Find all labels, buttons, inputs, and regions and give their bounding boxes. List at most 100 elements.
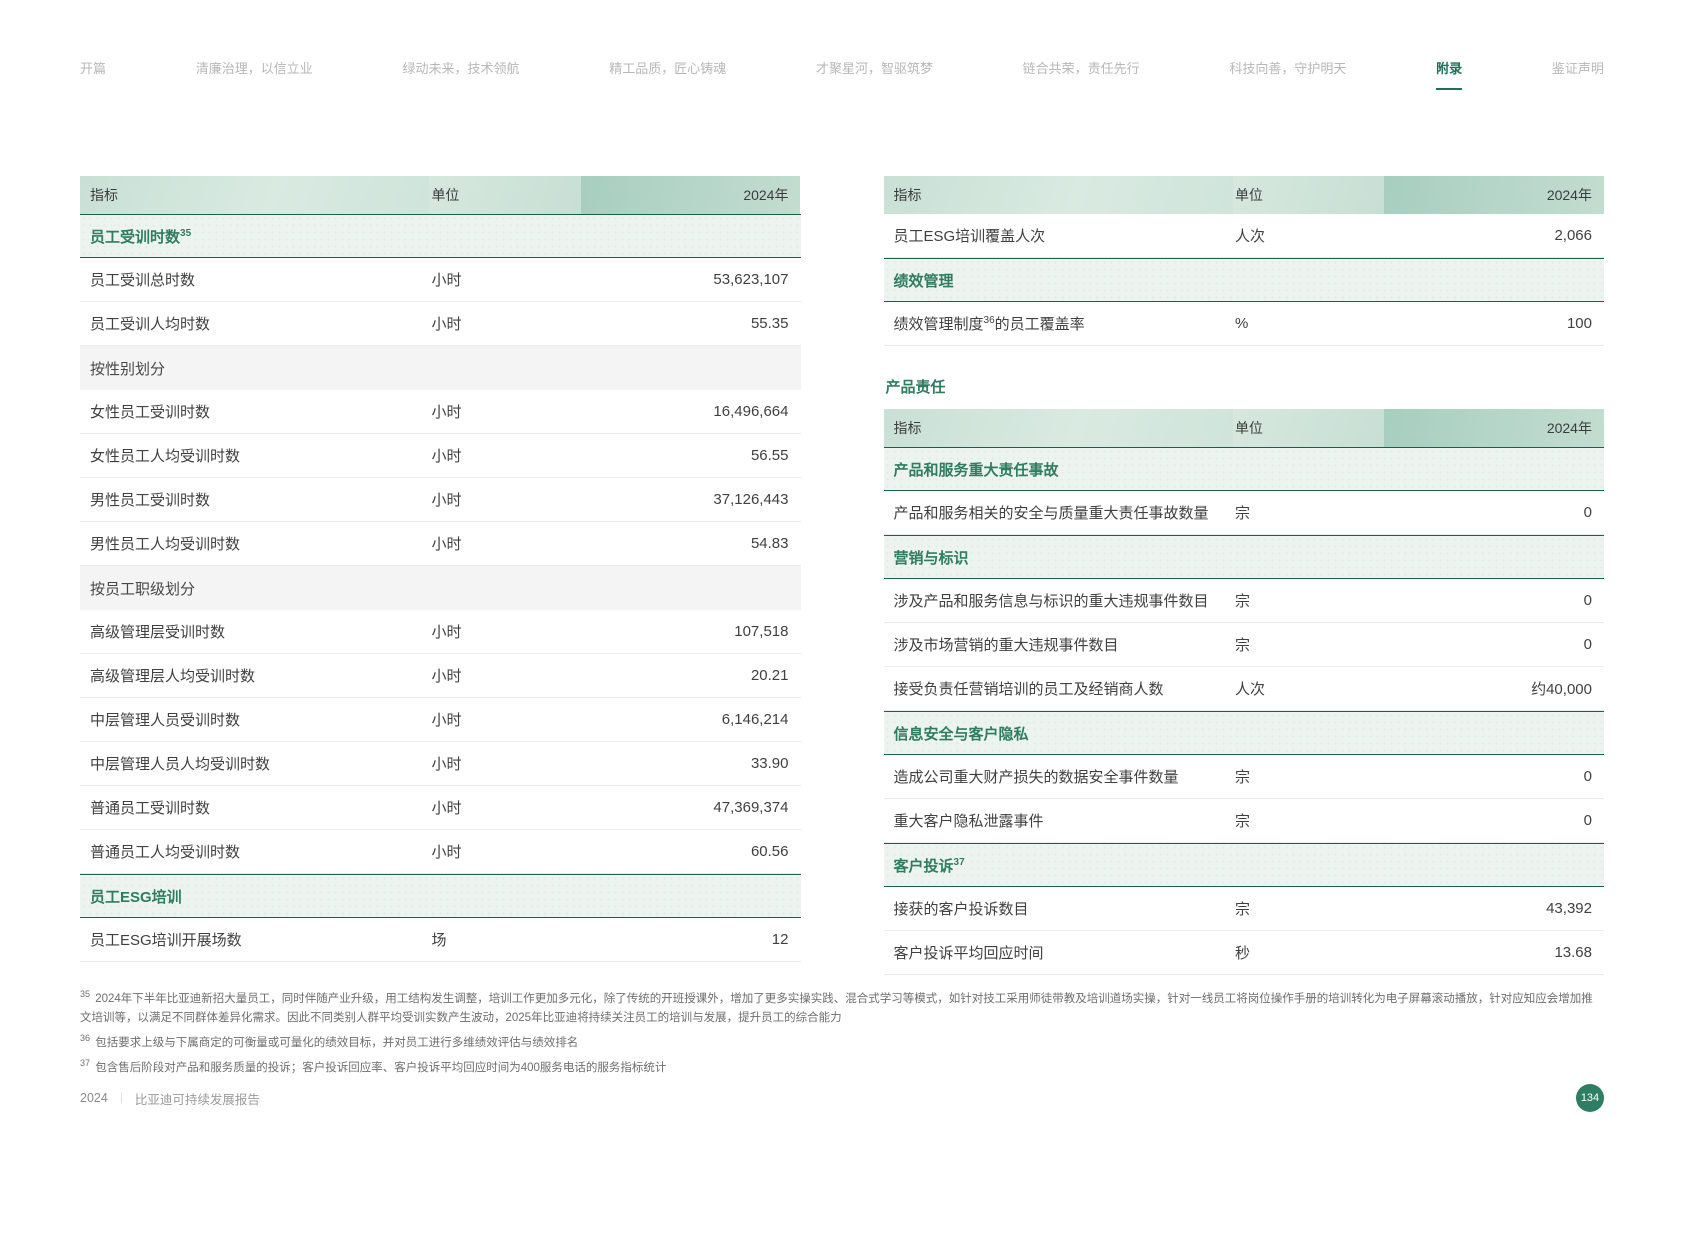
row-label-text: 造成公司重大财产损失的数据安全事件数量 <box>893 769 1179 786</box>
row-label: 员工受训人均时数 <box>80 313 429 334</box>
table-row: 员工受训总时数 小时 53,623,107 <box>80 258 801 302</box>
row-value: 2,066 <box>1554 227 1592 244</box>
nav-tab[interactable]: 科技向善，守护明天 <box>1229 61 1347 76</box>
row-label: 男性员工受训时数 <box>80 489 429 510</box>
content-columns: 指标 单位 2024年 员工受训时数35 员工受训总时数 小时 53,623,107 员工受训… <box>80 176 1604 975</box>
row-value: 20.21 <box>750 667 789 684</box>
row-label-text: 按性别划分 <box>90 360 166 378</box>
table-row: 客户投诉平均回应时间 秒 13.68 <box>883 931 1604 975</box>
footer-report-title: 2024 ｜ 比亚迪可持续发展报告 <box>80 1089 260 1108</box>
row-unit: 人次 <box>1234 681 1265 698</box>
table-row: 员工ESG培训覆盖人次 人次 2,066 <box>883 214 1604 258</box>
year-header-cell: 2024年 <box>1384 176 1604 214</box>
row-value: 0 <box>1583 636 1592 653</box>
page-number-badge: 134 <box>1576 1084 1604 1112</box>
table-header-row: 指标 单位 2024年 <box>883 176 1605 214</box>
row-label-text: 员工ESG培训 <box>90 888 182 906</box>
row-unit: 小时 <box>431 712 462 729</box>
nav-tab-active[interactable]: 附录 <box>1436 58 1463 90</box>
section-row: 产品和服务重大责任事故 <box>883 447 1604 491</box>
row-unit: 宗 <box>1234 505 1250 522</box>
table-row: 中层管理人员人均受训时数 小时 33.90 <box>80 742 801 786</box>
nav-tab[interactable]: 开篇 <box>80 61 107 76</box>
indicator-header-cell: 指标 <box>883 176 1233 214</box>
row-label-text: 客户投诉平均回应时间 <box>893 945 1044 962</box>
row-label-text: 员工ESG培训开展场数 <box>90 932 242 949</box>
table-row: 女性员工受训时数 小时 16,496,664 <box>80 390 801 434</box>
row-label: 接受负责任营销培训的员工及经销商人数 <box>884 678 1233 699</box>
row-value: 6,146,214 <box>721 711 789 728</box>
table-row: 员工ESG培训开展场数 场 12 <box>80 918 801 962</box>
nav-tab[interactable]: 才聚星河，智驱筑梦 <box>815 61 933 76</box>
row-label: 高级管理层受训时数 <box>80 621 429 642</box>
footnote-ref: 37 <box>953 856 965 868</box>
nav-tab[interactable]: 精工品质，匠心铸魂 <box>609 61 727 76</box>
row-value: 0 <box>1583 504 1592 521</box>
row-label-text: 员工受训总时数 <box>90 272 196 289</box>
section-label: 信息安全与客户隐私 <box>884 723 1029 744</box>
table-row: 男性员工受训时数 小时 37,126,443 <box>80 478 801 522</box>
section-label: 产品和服务重大责任事故 <box>884 459 1059 480</box>
row-label: 高级管理层人均受训时数 <box>80 665 429 686</box>
nav-tab[interactable]: 鉴证声明 <box>1551 61 1604 76</box>
nav-tab[interactable]: 链合共荣，责任先行 <box>1022 61 1140 76</box>
row-label-text: 员工ESG培训覆盖人次 <box>893 228 1046 245</box>
footnote-marker: 35 <box>80 989 91 999</box>
row-value: 0 <box>1583 592 1592 609</box>
nav-tab[interactable]: 清廉治理，以信立业 <box>195 61 313 76</box>
row-unit: 宗 <box>1234 637 1250 654</box>
row-label: 涉及市场营销的重大违规事件数目 <box>884 634 1233 655</box>
row-unit: 小时 <box>431 668 462 685</box>
page-footer: 2024 ｜ 比亚迪可持续发展报告 134 <box>80 1084 1604 1112</box>
row-value: 54.83 <box>750 535 789 552</box>
row-value: 0 <box>1583 768 1592 785</box>
row-unit: 小时 <box>431 404 462 421</box>
row-label-text: 绩效管理制度 <box>893 316 984 333</box>
row-value: 107,518 <box>734 623 789 640</box>
table-row: 男性员工人均受训时数 小时 54.83 <box>80 522 801 566</box>
row-label-text: 涉及产品和服务信息与标识的重大违规事件数目 <box>893 593 1209 610</box>
table-row: 普通员工人均受训时数 小时 60.56 <box>80 830 801 874</box>
row-value: 53,623,107 <box>713 271 789 288</box>
row-unit: 小时 <box>431 800 462 817</box>
section-label: 营销与标识 <box>884 547 969 568</box>
row-label: 中层管理人员受训时数 <box>80 709 429 730</box>
row-unit: 小时 <box>431 624 462 641</box>
footnote-marker: 37 <box>80 1057 91 1068</box>
row-label-text: 客户投诉 <box>893 857 954 875</box>
section-label: 绩效管理 <box>884 270 954 291</box>
table-row: 接获的客户投诉数目 宗 43,392 <box>883 887 1604 931</box>
table-row: 造成公司重大财产损失的数据安全事件数量 宗 0 <box>883 755 1604 799</box>
unit-header-cell: 单位 <box>1232 409 1385 447</box>
footnote-item: 36 包括要求上级与下属商定的可衡量或可量化的绩效目标，并对员工进行多维绩效评估… <box>80 1031 1604 1053</box>
row-label-text: 接获的客户投诉数目 <box>893 901 1029 918</box>
footer-divider: ｜ <box>115 1093 127 1105</box>
row-value: 33.90 <box>750 755 789 772</box>
row-unit: 小时 <box>431 492 462 509</box>
row-label: 员工受训总时数 <box>80 269 429 290</box>
row-label: 女性员工受训时数 <box>80 401 429 422</box>
table-row: 重大客户隐私泄露事件 宗 0 <box>883 799 1604 843</box>
row-value: 55.35 <box>750 315 789 332</box>
nav-tab[interactable]: 绿动未来，技术领航 <box>402 61 520 76</box>
row-label: 员工ESG培训开展场数 <box>80 929 429 950</box>
row-label-text: 高级管理层人均受训时数 <box>90 668 256 685</box>
table-row: 女性员工人均受训时数 小时 56.55 <box>80 434 801 478</box>
row-value: 37,126,443 <box>713 491 789 508</box>
table-row: 中层管理人员受训时数 小时 6,146,214 <box>80 698 801 742</box>
footnote-item: 35 2024年下半年比亚迪新招大量员工，同时伴随产业升级，用工结构发生调整，培… <box>80 987 1604 1028</box>
row-label: 男性员工人均受训时数 <box>80 533 429 554</box>
row-value: 56.55 <box>750 447 789 464</box>
row-label-text: 员工受训时数 <box>90 228 181 246</box>
row-value: 47,369,374 <box>713 799 789 816</box>
row-label: 中层管理人员人均受训时数 <box>80 753 429 774</box>
year-header-cell: 2024年 <box>580 176 801 214</box>
row-unit: 宗 <box>1234 769 1250 786</box>
year-header-cell: 2024年 <box>1384 409 1604 447</box>
section-label: 按员工职级划分 <box>80 578 195 599</box>
row-unit: 秒 <box>1234 945 1250 962</box>
row-unit: 小时 <box>431 316 462 333</box>
unit-header-cell: 单位 <box>429 176 581 214</box>
footnote-text: 包含售后阶段对产品和服务质量的投诉；客户投诉回应率、客户投诉平均回应时间为400… <box>92 1061 667 1074</box>
